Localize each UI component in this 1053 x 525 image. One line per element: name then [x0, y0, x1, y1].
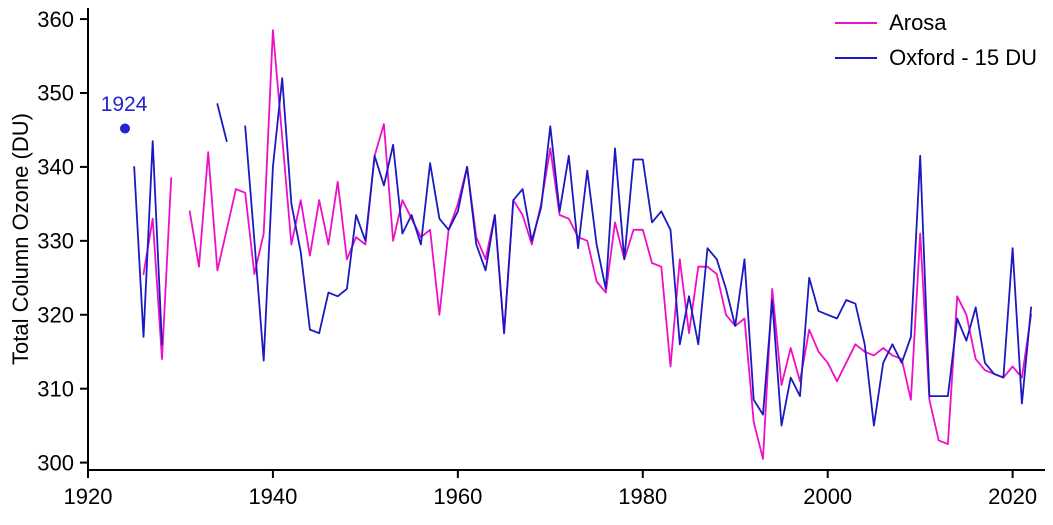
legend: Arosa Oxford - 15 DU: [835, 10, 1037, 71]
legend-label-oxford: Oxford - 15 DU: [889, 45, 1037, 70]
svg-text:2000: 2000: [803, 484, 852, 509]
svg-text:310: 310: [37, 376, 74, 401]
oxford-line-swatch: [835, 57, 878, 59]
svg-text:2020: 2020: [988, 484, 1037, 509]
svg-text:1960: 1960: [433, 484, 482, 509]
y-axis-label: Total Column Ozone (DU): [8, 113, 33, 365]
arosa-line-swatch: [835, 22, 878, 24]
legend-item-oxford: Oxford - 15 DU: [835, 45, 1037, 71]
svg-text:330: 330: [37, 229, 74, 254]
svg-text:360: 360: [37, 7, 74, 32]
svg-text:1940: 1940: [248, 484, 297, 509]
svg-text:320: 320: [37, 302, 74, 327]
svg-text:1920: 1920: [64, 484, 113, 509]
legend-label-arosa: Arosa: [889, 10, 947, 35]
legend-item-arosa: Arosa: [835, 10, 1037, 36]
svg-text:1980: 1980: [618, 484, 667, 509]
annotation-1924-label: 1924: [100, 93, 148, 117]
svg-text:340: 340: [37, 155, 74, 180]
svg-text:300: 300: [37, 450, 74, 475]
svg-text:350: 350: [37, 81, 74, 106]
